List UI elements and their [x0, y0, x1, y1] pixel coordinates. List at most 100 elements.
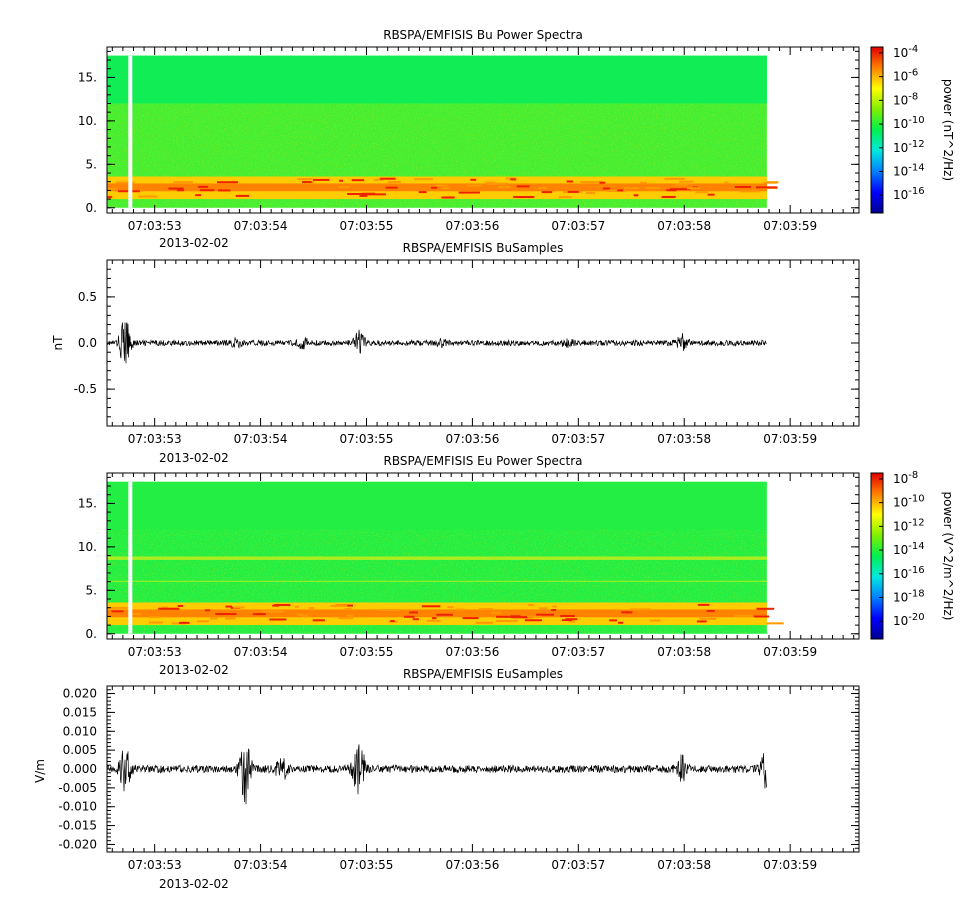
y-tick-label: 0.010: [63, 724, 97, 738]
spectrogram-mid-band: [107, 103, 767, 177]
spectrogram-cell: [536, 613, 554, 616]
spectrogram-cell: [359, 194, 368, 197]
spectrogram-cell: [351, 179, 365, 182]
spectrogram-cell: [409, 611, 418, 614]
colorbar-tick-label: 10-14: [893, 541, 925, 557]
spectrogram-cell: [195, 194, 202, 197]
panel-title: RBSPA/EMFISIS BuSamples: [403, 241, 564, 255]
colorbar-tick-label: 10-10: [893, 115, 925, 131]
x-tick-label: 07:03:56: [445, 858, 499, 872]
y-tick-label: 5.: [86, 157, 97, 171]
spectrogram-cell: [524, 619, 542, 622]
y-axis-label: nT: [51, 335, 65, 351]
spectrogram-cell: [404, 615, 415, 618]
spectrogram-cell: [130, 612, 141, 615]
spectrogram-cell: [107, 187, 117, 190]
spectrogram-cell: [171, 622, 186, 625]
spectrogram-cell: [675, 184, 689, 187]
spectrogram-cell: [373, 178, 384, 181]
spectrogram-cell: [366, 193, 386, 196]
spectrogram-cell: [580, 181, 602, 184]
spectrogram-cell: [640, 181, 647, 184]
spectrogram-cell: [427, 619, 441, 622]
y-tick-label: -0.015: [58, 819, 97, 833]
spectrogram: [107, 55, 779, 208]
spectrogram-cell: [626, 611, 633, 614]
spectrogram-cell: [312, 178, 330, 181]
spectrogram-cell: [225, 617, 236, 620]
spectrogram-cell: [560, 615, 575, 618]
spectrogram-cell: [602, 187, 611, 190]
spectrogram-cell: [753, 615, 770, 618]
x-tick-label: 07:03:59: [763, 432, 817, 446]
spectrogram-cell: [649, 619, 661, 622]
spectrogram-cell: [441, 196, 455, 199]
spectrogram-cell: [519, 616, 534, 619]
y-tick-label: 0.0: [78, 336, 97, 350]
spectrogram-cell: [149, 616, 161, 619]
data-gap: [128, 55, 133, 208]
spectrogram-cell: [447, 606, 454, 609]
spectrogram-cell: [158, 607, 180, 610]
x-tick-label: 07:03:54: [234, 432, 288, 446]
spectrogram-cell: [431, 617, 437, 620]
x-axis: 07:03:53 07:03:54 07:03:55 07:03:56 07:03:57…: [111, 686, 855, 872]
colorbar-tick-label: 10-12: [893, 517, 925, 533]
x-tick-label: 07:03:55: [340, 219, 394, 233]
x-tick-label: 07:03:59: [763, 645, 817, 659]
spectrogram-cell: [339, 179, 344, 182]
y-tick-label: -0.010: [58, 800, 97, 814]
y-tick-label: 0.5: [78, 290, 97, 304]
spectrogram-cell: [586, 191, 596, 194]
spectrogram-base-band: [107, 199, 767, 208]
spectrogram-cell: [312, 619, 325, 622]
x-date-label: 2013-02-02: [159, 877, 229, 891]
spectrogram-cell: [148, 621, 163, 624]
spectrogram-cell: [478, 608, 493, 611]
x-date-label: 2013-02-02: [159, 236, 229, 250]
spectrogram-cell: [111, 610, 124, 613]
x-date-label: 2013-02-02: [159, 451, 229, 465]
colorbar: 10-4 10-6 10-8 10-10 10-12 10-14 10-16: [870, 44, 925, 214]
x-tick-label: 07:03:55: [340, 432, 394, 446]
colorbar-tick-label: 10-16: [893, 565, 925, 581]
x-tick-label: 07:03:58: [657, 219, 711, 233]
spectrogram-cell: [441, 187, 451, 190]
x-tick-label: 07:03:57: [551, 645, 605, 659]
x-tick-label: 07:03:59: [763, 219, 817, 233]
spectrogram-cell: [551, 609, 557, 612]
colorbar-frame: [870, 472, 884, 640]
spectrogram-base-band: [107, 625, 767, 634]
x-tick-label: 07:03:58: [657, 432, 711, 446]
spectrogram-cell: [297, 178, 313, 181]
spectrogram-cell: [624, 187, 640, 190]
spectrogram-cell: [599, 181, 606, 184]
spectrogram-cell: [706, 609, 715, 612]
series-line: [106, 322, 767, 364]
spectrogram-cell: [181, 608, 188, 611]
y-tick-label: 5.: [86, 583, 97, 597]
y-tick-label: 0.020: [63, 687, 97, 701]
spectrogram-cell: [173, 181, 193, 184]
colorbar-tick-label: 10-4: [893, 44, 918, 60]
y-tick-label: 0.015: [63, 705, 97, 719]
spectrogram-cell: [756, 607, 775, 610]
waveform: [106, 322, 767, 364]
spectrogram-cell: [233, 606, 245, 609]
spectrogram-cell: [686, 187, 701, 190]
y-tick-label: -0.005: [58, 781, 97, 795]
spectrogram-cell: [621, 611, 629, 614]
spectrogram-cell: [178, 621, 190, 624]
y-axis: 0. 5. 10. 15.: [78, 50, 859, 215]
spectrogram-cell: [762, 181, 778, 184]
colorbar-tick-label: 10-20: [893, 612, 925, 628]
y-axis: 0.020 0.015 0.010 0.005 0.000 -0.005 -0.010 -0.…: [58, 687, 859, 853]
colorbar-label: power (nT^2/Hz): [941, 79, 955, 181]
spectrogram-cell: [766, 622, 784, 625]
spectrogram-cell: [541, 191, 553, 194]
spectrogram-cell: [199, 189, 215, 192]
spectrogram-cell: [378, 608, 400, 611]
spectrogram-cell: [161, 606, 168, 609]
spectrogram-cell: [527, 615, 542, 618]
